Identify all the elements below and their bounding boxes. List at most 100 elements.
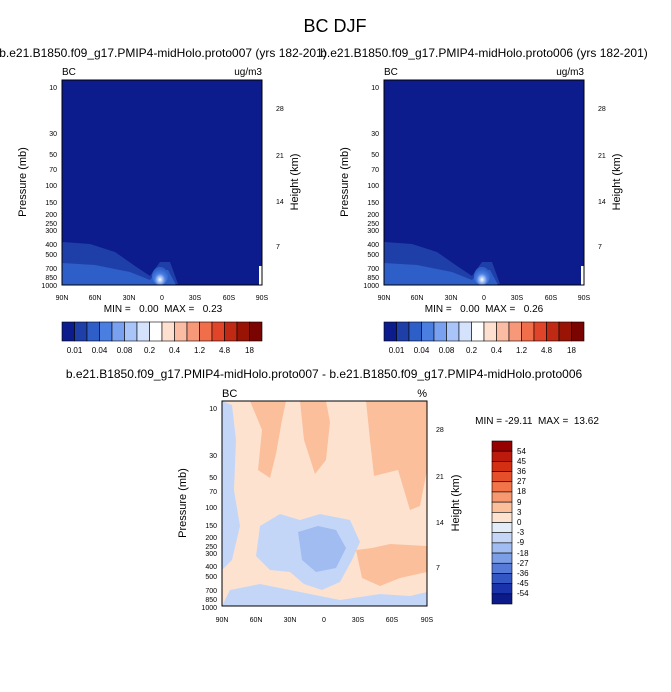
x-tick: 90N [56, 295, 69, 302]
panel-2-surface-layer-2 [384, 263, 498, 285]
y-right-tick: 14 [276, 199, 284, 206]
panel-2-ylabel-right: Height (km) [611, 154, 623, 211]
x-tick: 60S [545, 295, 558, 302]
colorbar-label: -45 [517, 579, 529, 588]
panel-2-right-edge-strip [581, 266, 584, 285]
x-tick: 30S [189, 295, 202, 302]
panel-2-y-right-ticks: 28 21 14 7 [598, 106, 606, 251]
colorbar-swatch [383, 321, 397, 342]
panel-1-colorbar [61, 321, 263, 342]
x-tick: 30S [511, 295, 524, 302]
y-tick: 10 [209, 406, 217, 413]
y-right-tick: 28 [276, 106, 284, 113]
y-right-tick: 28 [598, 106, 606, 113]
x-tick: 0 [482, 295, 486, 302]
colorbar-swatch [149, 321, 163, 342]
panel-1-y-right-ticks: 28 21 14 7 [276, 106, 284, 251]
colorbar-label: 27 [517, 477, 526, 486]
panel-3-upper-positive-middle [300, 401, 330, 474]
y-tick: 100 [367, 183, 379, 190]
y-tick: 150 [367, 200, 379, 207]
panel-3-upper-positive-right [366, 401, 427, 510]
colorbar-label: 45 [517, 457, 526, 466]
panel-3-y-right-ticks: 28 21 14 7 [436, 427, 444, 572]
colorbar-swatch [491, 532, 513, 544]
panel-3-colorbar-labels: 54 45 36 27 18 9 3 0 -3 -9 -18 -27 -36 -… [517, 447, 529, 598]
y-tick: 700 [45, 266, 57, 273]
y-right-tick: 7 [276, 244, 280, 251]
y-tick: 30 [49, 131, 57, 138]
panel-3: b.e21.B1850.f09_g17.PMIP4-midHolo.proto0… [66, 367, 599, 624]
panel-1-ylabel-right: Height (km) [289, 154, 301, 211]
x-tick: 60S [386, 617, 399, 624]
colorbar-swatch [86, 321, 100, 342]
y-tick: 70 [49, 167, 57, 174]
colorbar-swatch [211, 321, 225, 342]
colorbar-swatch [533, 321, 547, 342]
y-tick: 1000 [363, 283, 379, 290]
y-tick: 50 [49, 152, 57, 159]
y-tick: 250 [367, 221, 379, 228]
colorbar-swatch [491, 583, 513, 595]
y-right-tick: 14 [598, 199, 606, 206]
panel-3-units: % [417, 388, 427, 400]
colorbar-label: 1.2 [194, 346, 206, 355]
y-tick: 30 [371, 131, 379, 138]
panel-2-ylabel: Pressure (mb) [339, 147, 351, 217]
panel-2-units: ug/m3 [556, 67, 584, 78]
colorbar-label: 18 [517, 487, 526, 496]
y-right-tick: 14 [436, 520, 444, 527]
colorbar-swatch [236, 321, 250, 342]
colorbar-swatch [491, 481, 513, 493]
colorbar-swatch [124, 321, 138, 342]
panel-3-ylabel-right: Height (km) [450, 475, 462, 532]
panel-3-stats: MIN = -29.11 MAX = 13.62 [475, 416, 599, 427]
colorbar-swatch [74, 321, 88, 342]
colorbar-label: 3 [517, 508, 522, 517]
colorbar-swatch [161, 321, 175, 342]
y-tick: 100 [45, 183, 57, 190]
panel-1-frame [61, 79, 263, 286]
colorbar-label: -36 [517, 569, 529, 578]
colorbar-label: 0.08 [439, 346, 455, 355]
x-tick: 60N [411, 295, 424, 302]
x-tick: 90S [421, 617, 434, 624]
panel-2-x-ticks: 90N 60N 30N 0 30S 60S 90S [378, 295, 591, 302]
panel-3-frame [221, 400, 428, 607]
y-tick: 700 [205, 588, 217, 595]
panel-1-ylabel: Pressure (mb) [17, 147, 29, 217]
panel-3-tropical-negative-core [298, 526, 346, 572]
y-tick: 70 [209, 489, 217, 496]
panel-3-y-ticks: 10 30 50 70 100 150 200 250 300 400 500 … [201, 406, 217, 612]
colorbar-label: 36 [517, 467, 526, 476]
colorbar-swatch [421, 321, 435, 342]
y-tick: 850 [205, 597, 217, 604]
colorbar-label: 54 [517, 447, 526, 456]
colorbar-swatch [508, 321, 522, 342]
colorbar-swatch [558, 321, 572, 342]
panel-1-x-ticks: 90N 60N 30N 0 30S 60S 90S [56, 295, 269, 302]
colorbar-label: -27 [517, 559, 529, 568]
colorbar-swatch [61, 321, 75, 342]
y-tick: 50 [371, 152, 379, 159]
y-tick: 10 [371, 85, 379, 92]
colorbar-swatch [521, 321, 535, 342]
y-right-tick: 21 [598, 153, 606, 160]
colorbar-label: 0.04 [414, 346, 430, 355]
colorbar-swatch [408, 321, 422, 342]
x-tick: 90N [216, 617, 229, 624]
y-tick: 400 [45, 242, 57, 249]
y-tick: 150 [205, 523, 217, 530]
panel-3-title: b.e21.B1850.f09_g17.PMIP4-midHolo.proto0… [66, 367, 583, 381]
colorbar-label: 0.08 [117, 346, 133, 355]
panel-3-colorbar [491, 440, 513, 605]
colorbar-swatch [491, 450, 513, 462]
x-tick: 60S [223, 295, 236, 302]
panel-3-lower-positive-right [356, 544, 427, 586]
y-tick: 500 [45, 252, 57, 259]
panel-3-variable: BC [222, 388, 237, 400]
panel-2-colorbar-labels: 0.01 0.04 0.08 0.2 0.4 1.2 4.8 18 [389, 346, 577, 355]
colorbar-swatch [199, 321, 213, 342]
y-right-tick: 21 [276, 153, 284, 160]
